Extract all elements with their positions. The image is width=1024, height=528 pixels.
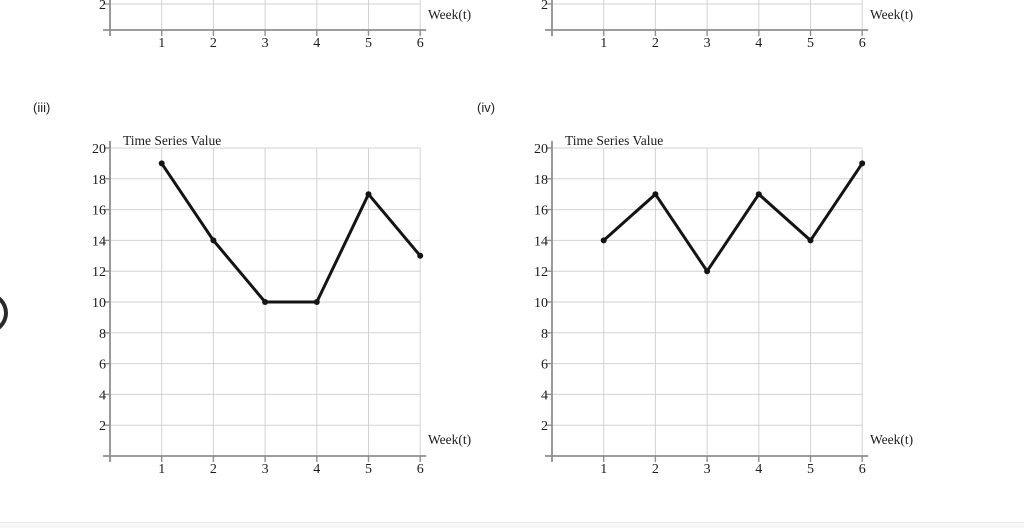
data-point [417, 252, 424, 259]
chart-top-left-plot: 2 1 2 3 4 5 6 Week(t) [99, 0, 471, 51]
data-point [365, 191, 372, 198]
svg-text:4: 4 [99, 388, 106, 403]
svg-text:1: 1 [600, 36, 607, 51]
gridlines [110, 147, 421, 456]
series-line [158, 160, 424, 305]
svg-text:14: 14 [534, 234, 548, 249]
data-point [313, 299, 320, 305]
svg-text:16: 16 [534, 204, 548, 219]
chart-text: Week(t) [870, 7, 913, 22]
svg-text:Time Series Value: Time Series Value [123, 133, 221, 148]
svg-text:3: 3 [262, 462, 269, 477]
svg-text:3: 3 [704, 462, 711, 477]
chart-top-left-partial: 2 1 2 3 4 5 6 Week(t) [85, 0, 485, 55]
svg-text:2: 2 [99, 0, 106, 13]
chart-iv-label: (iv) [477, 100, 496, 115]
svg-text:4: 4 [541, 388, 548, 403]
svg-text:2: 2 [210, 462, 217, 477]
svg-text:20: 20 [534, 142, 548, 157]
axis-ticks: 2 1 2 3 4 5 6 [99, 0, 424, 51]
circled-marker-partial [0, 292, 8, 334]
data-point [210, 237, 217, 244]
svg-text:12: 12 [92, 265, 106, 280]
data-point [704, 268, 711, 275]
svg-text:1: 1 [158, 462, 165, 477]
svg-text:18: 18 [92, 173, 106, 188]
svg-text:10: 10 [534, 296, 548, 311]
data-point [262, 299, 269, 305]
svg-text:6: 6 [859, 462, 866, 477]
page-bottom-edge [0, 522, 1024, 528]
data-point [859, 160, 866, 167]
svg-text:10: 10 [92, 296, 106, 311]
svg-text:5: 5 [807, 36, 814, 51]
svg-text:8: 8 [99, 327, 106, 342]
chart-top-right-plot: 2 1 2 3 4 5 6 Week(t) [541, 0, 913, 51]
svg-text:Week(t): Week(t) [870, 432, 913, 447]
svg-text:2: 2 [541, 0, 548, 13]
data-point [652, 191, 659, 198]
svg-text:1: 1 [600, 462, 607, 477]
data-point [600, 237, 607, 244]
svg-text:6: 6 [417, 462, 424, 477]
series-line [600, 160, 866, 275]
svg-text:5: 5 [365, 36, 372, 51]
svg-text:12: 12 [534, 265, 548, 280]
svg-text:5: 5 [365, 462, 372, 477]
svg-text:5: 5 [807, 462, 814, 477]
svg-text:4: 4 [755, 462, 762, 477]
svg-text:6: 6 [417, 36, 424, 51]
svg-text:4: 4 [313, 462, 320, 477]
chart-text: Time Series Value Week(t) [123, 133, 471, 447]
svg-text:6: 6 [99, 358, 106, 373]
svg-text:3: 3 [704, 36, 711, 51]
svg-text:Week(t): Week(t) [870, 7, 913, 22]
chart-iii-label: (iii) [33, 100, 51, 115]
data-point [158, 160, 165, 167]
svg-text:2: 2 [99, 419, 106, 434]
gridlines [552, 147, 863, 456]
data-point [807, 237, 814, 244]
svg-text:4: 4 [313, 36, 320, 51]
svg-text:2: 2 [210, 36, 217, 51]
chart-iv: 2 4 6 8 10 12 14 16 18 20 1 2 3 4 5 6 Time Series Value W… [527, 133, 927, 483]
svg-text:20: 20 [92, 142, 106, 157]
chart-text: Week(t) [428, 7, 471, 22]
svg-text:6: 6 [541, 358, 548, 373]
chart-text: Time Series Value Week(t) [565, 133, 913, 447]
svg-text:Time Series Value: Time Series Value [565, 133, 663, 148]
chart-top-right-partial: 2 1 2 3 4 5 6 Week(t) [527, 0, 927, 55]
svg-text:2: 2 [541, 419, 548, 434]
svg-text:Week(t): Week(t) [428, 432, 471, 447]
svg-text:Week(t): Week(t) [428, 7, 471, 22]
axis-ticks: 2 1 2 3 4 5 6 [541, 0, 866, 51]
svg-text:16: 16 [92, 204, 106, 219]
svg-text:14: 14 [92, 234, 106, 249]
gridlines [110, 0, 421, 30]
chart-iii: 2 4 6 8 10 12 14 16 18 20 1 2 3 4 5 6 Time Series Value W… [85, 133, 485, 483]
svg-text:2: 2 [652, 462, 659, 477]
svg-text:8: 8 [541, 327, 548, 342]
svg-text:18: 18 [534, 173, 548, 188]
svg-text:6: 6 [859, 36, 866, 51]
svg-text:2: 2 [652, 36, 659, 51]
gridlines [552, 0, 863, 30]
svg-text:3: 3 [262, 36, 269, 51]
svg-text:4: 4 [755, 36, 762, 51]
svg-text:1: 1 [158, 36, 165, 51]
data-point [755, 191, 762, 198]
